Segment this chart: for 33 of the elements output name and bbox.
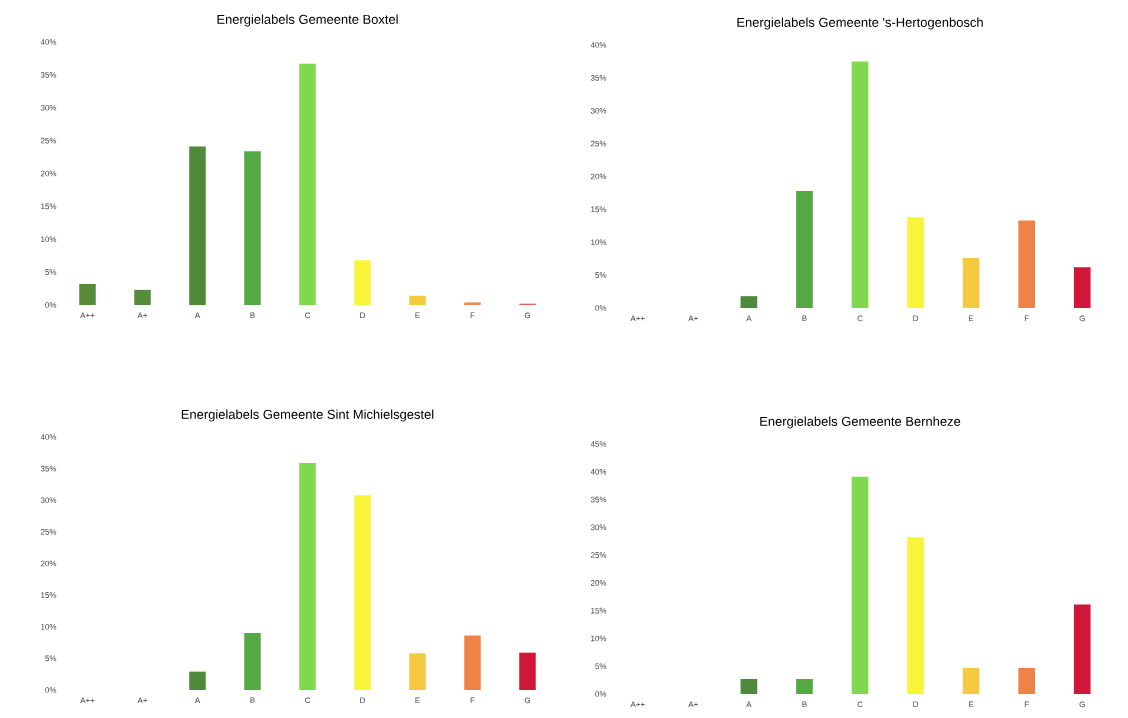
bar [244, 633, 261, 690]
chart-title: Energielabels Gemeente Sint Michielsgestel [181, 409, 434, 422]
bar [962, 667, 980, 694]
bar [354, 260, 371, 305]
chart-title: Energielabels Gemeente 's-Hertogenbosch [737, 17, 983, 30]
chart-title: Energielabels Gemeente Bernheze [760, 416, 961, 429]
bar [796, 679, 813, 694]
bar [409, 295, 426, 305]
bar [740, 296, 758, 308]
bar [1073, 267, 1091, 308]
bar [299, 462, 316, 690]
bar [962, 258, 980, 308]
bar [354, 495, 371, 690]
bar [79, 283, 96, 305]
bar [796, 190, 813, 308]
bar [189, 671, 206, 690]
bar [740, 679, 758, 694]
bar [134, 289, 151, 305]
bar [464, 635, 481, 690]
bar [851, 476, 869, 694]
bar [1018, 667, 1036, 694]
bar [244, 151, 261, 305]
bar [189, 146, 206, 305]
bar [907, 217, 924, 308]
bar [851, 61, 869, 308]
bar [299, 63, 316, 305]
bar [907, 537, 924, 694]
bar [1073, 604, 1091, 694]
bar [519, 652, 536, 690]
bar [1018, 220, 1036, 308]
bar [409, 653, 426, 690]
bar [464, 302, 481, 305]
chart-title: Energielabels Gemeente Boxtel [217, 14, 398, 27]
